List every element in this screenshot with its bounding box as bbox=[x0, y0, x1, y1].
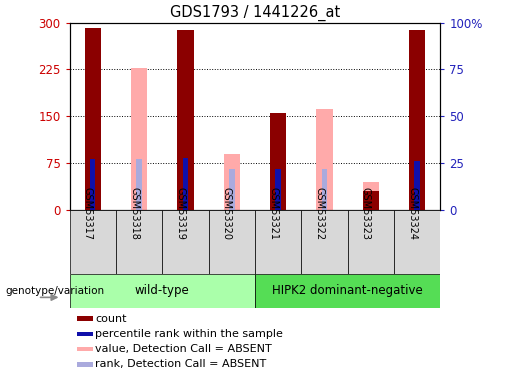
Bar bbox=[348, 210, 394, 274]
Text: GSM53321: GSM53321 bbox=[268, 187, 278, 240]
Text: GSM53318: GSM53318 bbox=[129, 187, 139, 240]
Bar bbox=[301, 210, 348, 274]
Text: GSM53322: GSM53322 bbox=[315, 187, 324, 240]
Bar bbox=[409, 30, 425, 210]
Bar bbox=[70, 274, 255, 308]
Text: GSM53324: GSM53324 bbox=[407, 187, 417, 240]
Bar bbox=[229, 169, 234, 210]
Text: percentile rank within the sample: percentile rank within the sample bbox=[95, 329, 283, 339]
Bar bbox=[316, 109, 333, 210]
Bar bbox=[183, 158, 188, 210]
Text: GSM53323: GSM53323 bbox=[361, 187, 371, 240]
Text: rank, Detection Call = ABSENT: rank, Detection Call = ABSENT bbox=[95, 359, 266, 369]
Title: GDS1793 / 1441226_at: GDS1793 / 1441226_at bbox=[170, 5, 340, 21]
Bar bbox=[270, 113, 286, 210]
Text: GSM53320: GSM53320 bbox=[222, 187, 232, 240]
Text: value, Detection Call = ABSENT: value, Detection Call = ABSENT bbox=[95, 344, 272, 354]
Text: GSM53317: GSM53317 bbox=[83, 187, 93, 240]
Bar bbox=[322, 169, 327, 210]
Bar bbox=[177, 30, 194, 210]
Bar bbox=[77, 316, 93, 321]
Bar bbox=[77, 347, 93, 351]
Text: count: count bbox=[95, 314, 127, 324]
Bar bbox=[77, 332, 93, 336]
Bar bbox=[209, 210, 255, 274]
Bar bbox=[363, 182, 379, 210]
Bar bbox=[415, 161, 420, 210]
Text: genotype/variation: genotype/variation bbox=[5, 286, 104, 296]
Bar bbox=[224, 154, 240, 210]
Bar bbox=[116, 210, 162, 274]
Text: GSM53319: GSM53319 bbox=[176, 187, 185, 240]
Bar bbox=[70, 210, 116, 274]
Text: HIPK2 dominant-negative: HIPK2 dominant-negative bbox=[272, 284, 423, 297]
Bar bbox=[90, 159, 95, 210]
Bar bbox=[394, 210, 440, 274]
Bar bbox=[162, 210, 209, 274]
Bar bbox=[255, 210, 301, 274]
Bar bbox=[84, 27, 101, 210]
Text: wild-type: wild-type bbox=[135, 284, 190, 297]
Bar bbox=[415, 161, 420, 210]
Bar bbox=[131, 68, 147, 210]
Bar bbox=[136, 159, 142, 210]
Bar bbox=[276, 169, 281, 210]
Bar bbox=[255, 274, 440, 308]
Bar bbox=[77, 362, 93, 367]
Bar bbox=[363, 191, 379, 210]
